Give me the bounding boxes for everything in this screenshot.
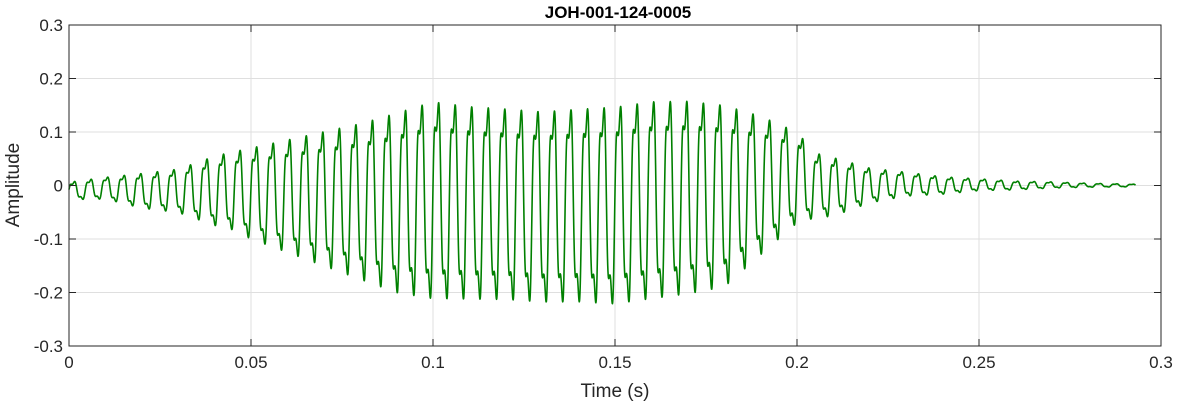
x-tick-label: 0.2 [785, 353, 809, 372]
x-axis-ticks: 0 0.05 0.1 0.15 0.2 0.25 0.3 [64, 25, 1173, 372]
y-tick-label: -0.1 [34, 230, 63, 249]
x-tick-label: 0.25 [962, 353, 995, 372]
y-axis-label: Amplitude [3, 143, 24, 228]
y-tick-label: 0.3 [39, 16, 63, 35]
y-axis-ticks: -0.3 -0.2 -0.1 0 0.1 0.2 0.3 [34, 16, 1161, 356]
waveform-line [68, 100, 1137, 305]
y-tick-label: 0.1 [39, 123, 63, 142]
x-tick-label: 0.15 [598, 353, 631, 372]
y-tick-label: 0.2 [39, 70, 63, 89]
y-tick-label: -0.2 [34, 284, 63, 303]
x-axis-label: Time (s) [581, 381, 650, 402]
x-tick-label: 0.3 [1149, 353, 1173, 372]
x-tick-label: 0.05 [234, 353, 267, 372]
x-tick-label: 0.1 [421, 353, 445, 372]
y-tick-label: 0 [54, 177, 63, 196]
chart-title: JOH-001-124-0005 [545, 3, 691, 22]
y-tick-label: -0.3 [34, 337, 63, 356]
x-tick-label: 0 [64, 353, 73, 372]
